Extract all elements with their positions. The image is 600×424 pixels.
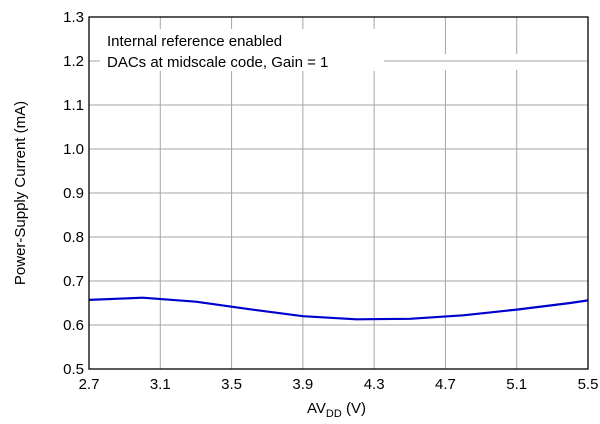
x-tick-label: 3.9 bbox=[292, 376, 313, 393]
annotation-background bbox=[100, 29, 380, 71]
x-axis-label-sub: DD bbox=[326, 408, 342, 420]
y-tick-labels: 0.5 0.6 0.7 0.8 0.9 1.0 1.1 1.2 1.3 bbox=[63, 9, 84, 378]
y-tick-label: 1.0 bbox=[63, 141, 84, 158]
y-axis-label: Power-Supply Current (mA) bbox=[12, 101, 29, 285]
annotation-background bbox=[380, 54, 560, 70]
y-tick-label: 0.9 bbox=[63, 185, 84, 202]
series-layer bbox=[88, 296, 589, 321]
x-axis-label-unit: (V) bbox=[342, 400, 366, 417]
x-tick-label: 3.1 bbox=[150, 376, 171, 393]
plot-frame bbox=[88, 16, 589, 370]
x-tick-label: 4.3 bbox=[364, 376, 385, 393]
annotation-text: DACs at midscale code, Gain = 1 bbox=[107, 54, 328, 71]
x-axis-label-main: AV bbox=[307, 400, 326, 417]
y-tick-label: 0.7 bbox=[63, 273, 84, 290]
x-tick-label: 2.7 bbox=[79, 376, 100, 393]
y-tick-label: 1.2 bbox=[63, 53, 84, 70]
series-line bbox=[88, 296, 589, 321]
x-tick-label: 3.5 bbox=[221, 376, 242, 393]
y-tick-label: 1.1 bbox=[63, 97, 84, 114]
annotations: Internal reference enabled DACs at midsca… bbox=[100, 29, 586, 71]
x-tick-label: 5.5 bbox=[578, 376, 599, 393]
x-tick-label: 5.1 bbox=[506, 376, 527, 393]
x-axis-label: AVDD (V) bbox=[307, 400, 366, 420]
y-tick-label: 0.6 bbox=[63, 317, 84, 334]
y-tick-label: 1.3 bbox=[63, 9, 84, 26]
y-tick-label: 0.5 bbox=[63, 361, 84, 378]
x-tick-label: 4.7 bbox=[435, 376, 456, 393]
x-tick-labels: 2.7 3.1 3.5 3.9 4.3 4.7 5.1 5.5 bbox=[79, 376, 599, 393]
y-tick-label: 0.8 bbox=[63, 229, 84, 246]
annotation-text: Internal reference enabled bbox=[107, 33, 282, 50]
